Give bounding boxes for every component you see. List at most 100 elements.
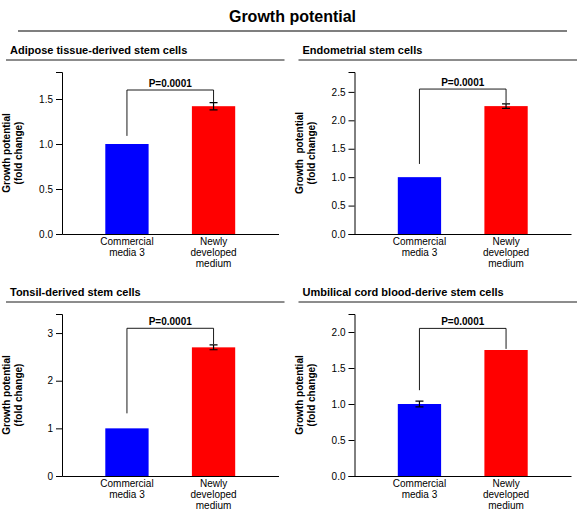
bracket-bar bbox=[127, 90, 214, 91]
y-tick-label: 0.0 bbox=[332, 229, 346, 240]
error-bar bbox=[502, 104, 510, 109]
subplot-title-rule bbox=[6, 60, 285, 61]
y-axis-line bbox=[349, 73, 356, 235]
bar bbox=[398, 177, 441, 234]
y-axis-title: Growth potential(fold change) bbox=[294, 112, 317, 194]
p-value: P=0.0001 bbox=[441, 316, 485, 327]
x-tick: Commercialmedia 3 bbox=[100, 236, 153, 258]
error-bar-cap bbox=[210, 349, 218, 350]
error-bar-cap bbox=[210, 109, 218, 110]
y-tick: 1.0 bbox=[332, 172, 355, 183]
bracket-bar bbox=[419, 89, 506, 90]
y-tick-label: 1.5 bbox=[39, 94, 53, 105]
y-tick: 2 bbox=[47, 375, 62, 386]
x-axis-line bbox=[355, 476, 572, 477]
y-tick-label: 1.0 bbox=[332, 172, 346, 183]
y-tick-mark bbox=[349, 234, 355, 235]
significance-bracket bbox=[419, 89, 506, 164]
x-tick-label: Newlydevelopedmedium bbox=[483, 478, 529, 511]
subplot-title-rule bbox=[299, 302, 578, 303]
x-tick-label: Newlydevelopedmedium bbox=[190, 236, 236, 269]
y-tick-mark bbox=[349, 440, 355, 441]
bracket-bar bbox=[127, 328, 214, 329]
bar bbox=[192, 347, 235, 476]
x-tick-label: Commercialmedia 3 bbox=[393, 236, 446, 258]
error-bar-cap bbox=[210, 102, 218, 103]
y-tick: 0.5 bbox=[332, 435, 355, 446]
x-axis: Commercialmedia 3 Newlydevelopedmedium bbox=[355, 235, 572, 270]
y-tick: 0.0 bbox=[332, 471, 355, 482]
y-tick-mark bbox=[56, 144, 62, 145]
y-tick-mark bbox=[349, 476, 355, 477]
y-axis-line bbox=[56, 315, 63, 477]
y-axis-line bbox=[349, 315, 356, 477]
x-tick: Commercialmedia 3 bbox=[393, 236, 446, 258]
y-tick-label: 2.0 bbox=[332, 327, 346, 338]
x-axis: Commercialmedia 3 Newlydevelopedmedium bbox=[63, 477, 280, 512]
error-bar-cap bbox=[415, 406, 423, 407]
y-tick: 0.0 bbox=[332, 229, 355, 240]
y-tick: 0 bbox=[47, 471, 62, 482]
plot: 0.0 0.5 1.0 1.5 2.0 2.5 Commercialmedia 3 Newly… bbox=[294, 73, 572, 270]
title-rule bbox=[18, 30, 567, 31]
y-axis: 0.0 0.5 1.0 1.5 2.0 bbox=[332, 315, 355, 482]
x-axis: Commercialmedia 3 Newlydevelopedmedium bbox=[63, 235, 280, 270]
plot: 0.0 0.5 1.0 1.5 Commercialmedia 3 Newlydevelo… bbox=[1, 73, 279, 270]
y-tick-label: 1.0 bbox=[39, 139, 53, 150]
y-axis-line bbox=[56, 73, 63, 235]
y-tick: 1.5 bbox=[332, 363, 355, 374]
x-tick: Commercialmedia 3 bbox=[100, 478, 153, 500]
panel: Umbilical cord blood-derive stem cells 0.… bbox=[294, 286, 578, 511]
y-tick-mark bbox=[56, 333, 62, 334]
y-tick: 2.0 bbox=[332, 115, 355, 126]
y-tick: 2.0 bbox=[332, 327, 355, 338]
y-tick-mark bbox=[349, 92, 355, 93]
error-bar-stem bbox=[505, 104, 506, 109]
error-bar-cap bbox=[210, 344, 218, 345]
bracket-leg bbox=[506, 328, 507, 349]
y-tick-mark bbox=[56, 189, 62, 190]
y-tick: 0.0 bbox=[39, 229, 62, 240]
error-bar-stem bbox=[419, 401, 420, 407]
y-tick-label: 0.5 bbox=[332, 200, 346, 211]
subplot-title: Umbilical cord blood-derive stem cells bbox=[303, 286, 504, 298]
y-tick: 1.0 bbox=[332, 399, 355, 410]
y-tick-mark bbox=[56, 428, 62, 429]
y-axis: 0.0 0.5 1.0 1.5 bbox=[39, 73, 62, 240]
significance-bracket bbox=[127, 90, 214, 136]
bar bbox=[484, 106, 527, 234]
marks bbox=[105, 90, 235, 234]
x-tick: Newlydevelopedmedium bbox=[483, 236, 529, 269]
y-tick: 1.0 bbox=[39, 139, 62, 150]
subplot-title: Adipose tissue-derived stem cells bbox=[10, 44, 187, 56]
y-tick: 1.5 bbox=[39, 94, 62, 105]
error-bar-cap bbox=[502, 103, 510, 104]
panel: Tonsil-derived stem cells0123Commercialm… bbox=[1, 286, 285, 511]
x-tick-label: Newlydevelopedmedium bbox=[190, 478, 236, 511]
y-tick-mark bbox=[56, 381, 62, 382]
y-axis: 0.0 0.5 1.0 1.5 2.0 2.5 bbox=[332, 73, 355, 240]
y-tick-mark bbox=[349, 206, 355, 207]
plot: 0123Commercialmedia 3Newlydevelopedmediu… bbox=[1, 315, 279, 512]
y-tick: 0.5 bbox=[332, 200, 355, 211]
bar bbox=[105, 144, 148, 234]
error-bar bbox=[415, 401, 423, 407]
p-value: P=0.0001 bbox=[149, 78, 193, 89]
y-axis-title: Growth potential(fold change) bbox=[1, 355, 24, 435]
x-tick-label: Commercialmedia 3 bbox=[100, 478, 153, 500]
y-tick-label: 1 bbox=[47, 423, 53, 434]
y-tick-label: 2.5 bbox=[332, 87, 346, 98]
y-tick: 1.5 bbox=[332, 143, 355, 154]
y-tick-label: 0.5 bbox=[39, 184, 53, 195]
marks bbox=[398, 89, 528, 234]
subplot-title-rule bbox=[299, 60, 578, 61]
y-tick-mark bbox=[56, 476, 62, 477]
y-tick-label: 0.0 bbox=[332, 471, 346, 482]
bracket-leg bbox=[213, 328, 214, 344]
error-bar bbox=[210, 345, 218, 350]
x-tick-label: Commercialmedia 3 bbox=[393, 478, 446, 500]
bracket-leg bbox=[419, 328, 420, 390]
bar bbox=[105, 428, 148, 476]
bracket-leg bbox=[213, 90, 214, 102]
y-tick: 2.5 bbox=[332, 87, 355, 98]
